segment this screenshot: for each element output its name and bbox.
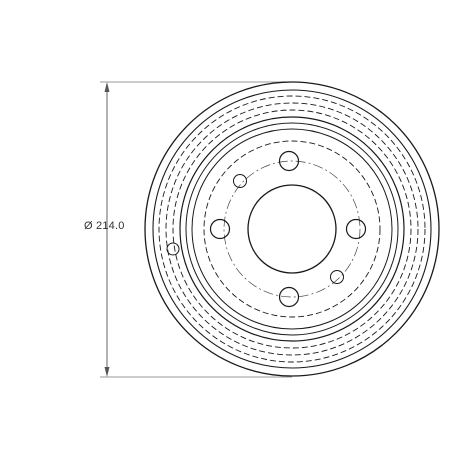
- bolt-pitch-circle: [223, 160, 361, 298]
- diameter-dimension-label: Ø 214.0: [84, 220, 125, 232]
- bolt-hole-right: [345, 218, 367, 240]
- drum-outer-rim-inner-edge: [152, 89, 432, 369]
- bolt-hole-top: [278, 150, 300, 172]
- drum-inner-step-inner: [191, 128, 393, 330]
- dimension-arrow-bottom: [104, 367, 110, 377]
- drum-inner-step-mid: [185, 122, 399, 336]
- braking-surface-dashed-outer: [158, 95, 426, 363]
- dimension-arrow-top: [104, 82, 110, 92]
- locating-hole-lower-right: [330, 270, 344, 284]
- braking-surface-dashed-mid: [165, 102, 419, 356]
- inspection-hole-rim: [166, 242, 180, 256]
- hub-face-dashed-ring: [203, 140, 381, 318]
- center-bore: [247, 184, 337, 274]
- bolt-hole-bottom: [278, 286, 300, 308]
- braking-surface-dashed-inner: [172, 109, 412, 349]
- drum-inner-step-outer: [179, 116, 405, 342]
- bolt-hole-left: [209, 218, 231, 240]
- locating-hole-upper-left: [233, 174, 247, 188]
- drum-outer-rim: [144, 81, 440, 377]
